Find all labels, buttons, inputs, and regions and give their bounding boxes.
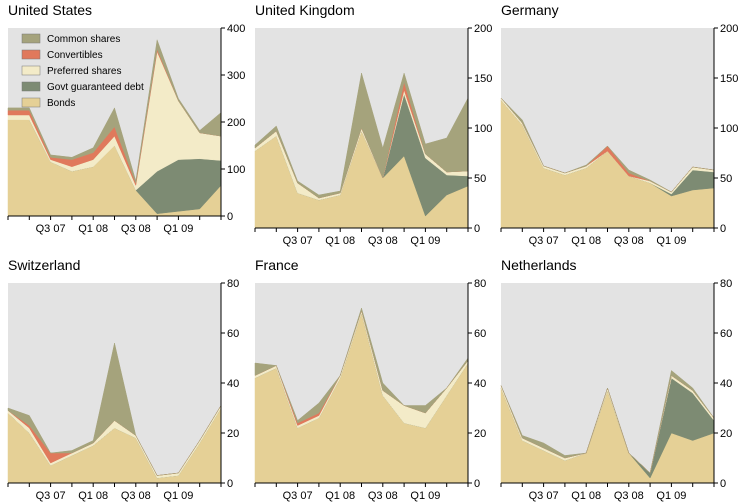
france-y-tick-label: 80 [474, 278, 486, 290]
united-kingdom-title: United Kingdom [255, 2, 355, 18]
germany-y-tick-label: 0 [720, 223, 726, 235]
united-states-x-tick-label: Q1 09 [163, 223, 193, 235]
legend-label-preferred-shares: Preferred shares [47, 66, 121, 77]
netherlands-y-tick-label: 80 [720, 278, 732, 290]
germany-y-tick-label: 100 [720, 123, 738, 135]
france-y-tick-label: 40 [474, 378, 486, 390]
united-kingdom-y-tick-label: 50 [474, 173, 486, 185]
netherlands-y-tick-label: 40 [720, 378, 732, 390]
france-y-tick-label: 0 [474, 478, 480, 490]
united-states-x-tick-label: Q1 08 [78, 223, 108, 235]
legend-label-convertibles: Convertibles [47, 50, 103, 61]
germany-y-tick-label: 200 [720, 23, 738, 35]
switzerland-y-tick-label: 60 [227, 328, 239, 340]
legend-label-govt-guaranteed-debt: Govt guaranteed debt [47, 82, 144, 93]
germany-x-tick-label: Q3 08 [614, 235, 644, 247]
netherlands-panel: Netherlands 0 20 40 60 80 Q3 07 Q1 08 Q3 08 Q1 09 [500, 257, 732, 502]
germany-y-tick-label: 150 [720, 73, 738, 85]
united-kingdom-x-tick-label: Q1 09 [410, 235, 440, 247]
united-states-y-tick-label: 200 [227, 117, 245, 129]
united-kingdom-x-tick-label: Q3 08 [368, 235, 398, 247]
united-states-panel: United States 0 100 200 300 400 Q3 07 Q1 08 Q3 0… [7, 2, 245, 235]
legend-swatch-preferred-shares [21, 65, 41, 76]
switzerland-y-tick-label: 80 [227, 278, 239, 290]
germany-x-tick-label: Q1 08 [571, 235, 601, 247]
legend-swatch-convertibles [21, 49, 41, 60]
france-title: France [255, 257, 299, 273]
france-y-tick-label: 20 [474, 428, 486, 440]
france-y-tick-label: 60 [474, 328, 486, 340]
united-states-legend: Common shares Convertibles Preferred share… [21, 33, 144, 109]
united-states-title: United States [8, 2, 92, 18]
united-kingdom-x-tick-label: Q3 07 [283, 235, 313, 247]
netherlands-y-tick-label: 60 [720, 328, 732, 340]
united-states-x-tick-label: Q3 08 [121, 223, 151, 235]
netherlands-x-tick-label: Q3 07 [529, 490, 559, 502]
legend-label-common-shares: Common shares [47, 34, 120, 45]
switzerland-x-tick-label: Q3 07 [36, 490, 66, 502]
switzerland-x-tick-label: Q3 08 [121, 490, 151, 502]
switzerland-title: Switzerland [8, 257, 80, 273]
switzerland-x-tick-label: Q1 08 [78, 490, 108, 502]
legend-label-bonds: Bonds [47, 98, 75, 109]
germany-panel: Germany 0 50 100 150 200 Q3 07 Q1 08 Q3 08 Q1 09 [500, 2, 738, 247]
switzerland-area-common-shares [7, 342, 222, 476]
france-x-tick-label: Q3 07 [283, 490, 313, 502]
netherlands-title: Netherlands [501, 257, 577, 273]
netherlands-y-tick-label: 20 [720, 428, 732, 440]
netherlands-x-tick-label: Q1 09 [656, 490, 686, 502]
france-panel: France 0 20 40 60 80 Q3 07 Q1 08 Q3 08 Q1 09 [254, 257, 486, 502]
united-states-y-tick-label: 0 [227, 211, 233, 223]
france-x-tick-label: Q1 08 [325, 490, 355, 502]
legend-swatch-govt-guaranteed-debt [21, 81, 41, 92]
legend-swatch-common-shares [21, 33, 41, 44]
legend-swatch-bonds [21, 97, 41, 108]
netherlands-x-tick-label: Q1 08 [571, 490, 601, 502]
united-kingdom-y-tick-label: 200 [474, 23, 492, 35]
united-states-y-tick-label: 400 [227, 23, 245, 35]
germany-x-tick-label: Q3 07 [529, 235, 559, 247]
united-states-x-tick-label: Q3 07 [36, 223, 66, 235]
france-x-tick-label: Q3 08 [368, 490, 398, 502]
united-kingdom-x-tick-label: Q1 08 [325, 235, 355, 247]
switzerland-y-tick-label: 0 [227, 478, 233, 490]
united-states-y-tick-label: 100 [227, 164, 245, 176]
switzerland-x-tick-label: Q1 09 [163, 490, 193, 502]
netherlands-x-tick-label: Q3 08 [614, 490, 644, 502]
germany-x-tick-label: Q1 09 [656, 235, 686, 247]
united-kingdom-y-tick-label: 100 [474, 123, 492, 135]
france-x-tick-label: Q1 09 [410, 490, 440, 502]
germany-y-tick-label: 50 [720, 173, 732, 185]
switzerland-y-tick-label: 20 [227, 428, 239, 440]
switzerland-y-tick-label: 40 [227, 378, 239, 390]
united-kingdom-panel: United Kingdom 0 50 100 150 200 Q3 07 Q1 08 Q3 0… [254, 2, 492, 247]
united-kingdom-y-tick-label: 150 [474, 73, 492, 85]
netherlands-y-tick-label: 0 [720, 478, 726, 490]
united-kingdom-y-tick-label: 0 [474, 223, 480, 235]
united-states-y-tick-label: 300 [227, 70, 245, 82]
switzerland-panel: Switzerland 0 20 40 60 80 Q3 07 Q1 08 Q3 08 Q1 09 [7, 257, 239, 502]
germany-title: Germany [501, 2, 559, 18]
